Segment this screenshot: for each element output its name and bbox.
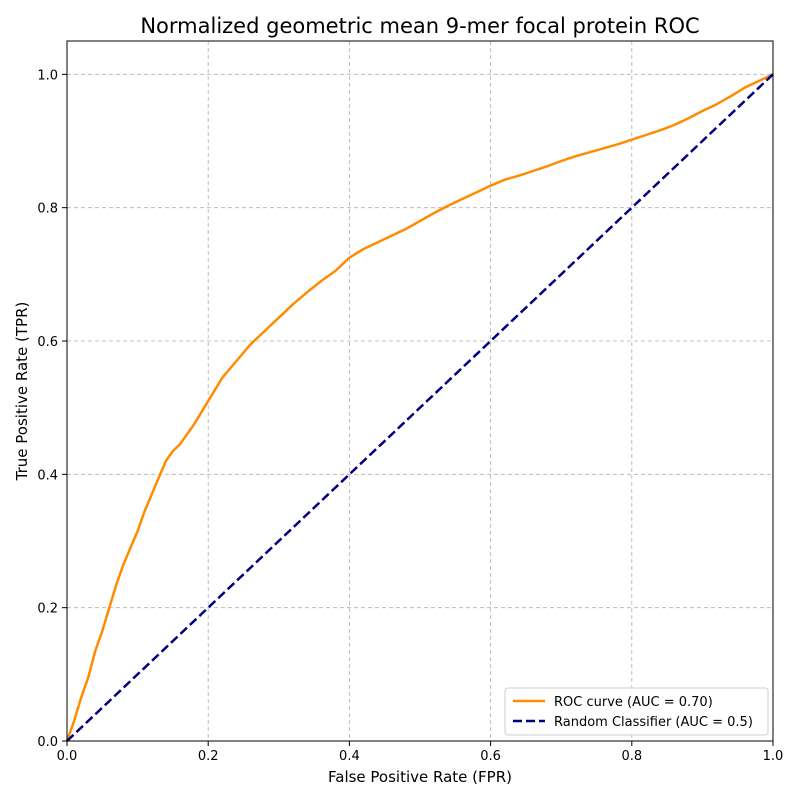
y-tick-label: 0.2 (37, 602, 58, 617)
x-tick-label: 0.4 (339, 749, 360, 764)
x-axis: 0.0 0.2 0.4 0.6 0.8 1.0 (57, 741, 784, 764)
random-classifier-line (66, 73, 774, 742)
legend-entry-label: ROC curve (AUC = 0.70) (554, 695, 713, 710)
chart-title: Normalized geometric mean 9-mer focal pr… (140, 14, 699, 38)
legend-entry-label: Random Classifier (AUC = 0.5) (554, 715, 753, 730)
y-axis: 0.0 0.2 0.4 0.6 0.8 1.0 (37, 68, 67, 750)
x-tick-label: 0.8 (621, 749, 642, 764)
roc-curve-line (65, 73, 774, 742)
x-tick-label: 0.2 (198, 749, 219, 764)
x-tick-label: 0.6 (480, 749, 501, 764)
x-axis-label: False Positive Rate (FPR) (328, 768, 512, 786)
y-tick-label: 0.8 (37, 202, 58, 217)
y-axis-label: True Positive Rate (TPR) (13, 302, 31, 482)
y-tick-label: 0.6 (37, 335, 58, 350)
y-tick-label: 1.0 (37, 68, 58, 83)
y-tick-label: 0.4 (37, 468, 58, 483)
x-tick-label: 1.0 (763, 749, 784, 764)
legend: ROC curve (AUC = 0.70) Random Classifier … (504, 687, 769, 736)
plot-frame (66, 40, 774, 742)
y-tick-label: 0.0 (37, 735, 58, 750)
series-layer (65, 73, 774, 742)
x-tick-label: 0.0 (57, 749, 78, 764)
legend-box (504, 687, 769, 736)
